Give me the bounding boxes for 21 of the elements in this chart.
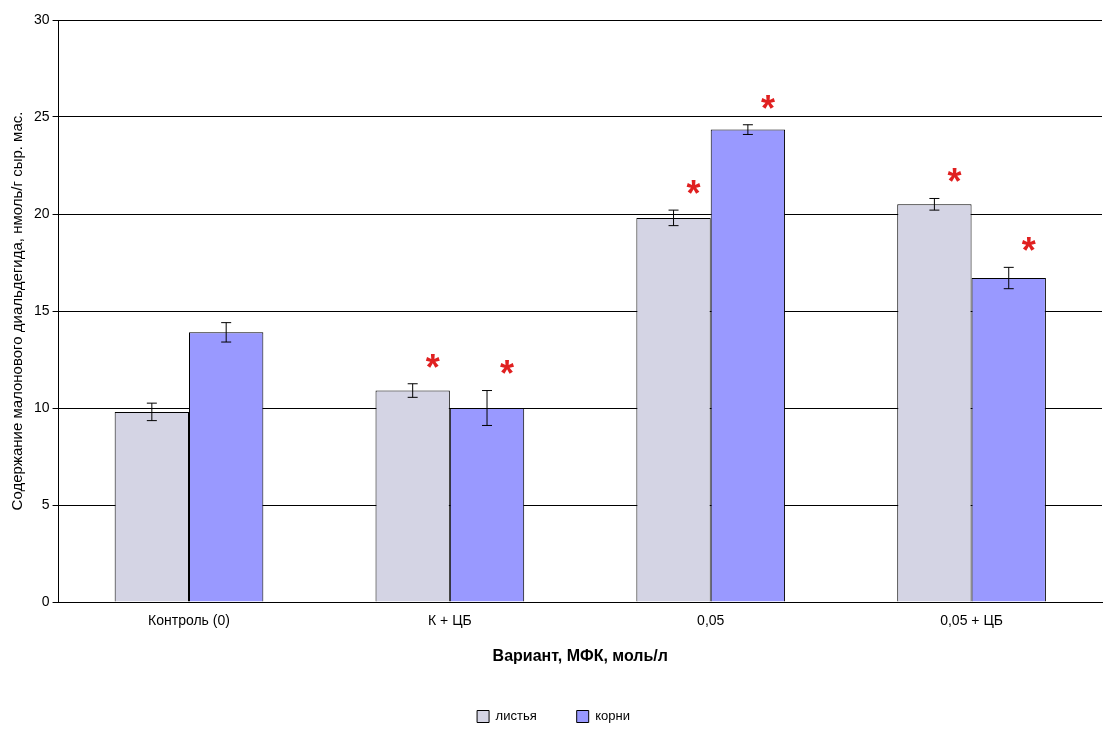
annotation: *: [760, 87, 775, 129]
y-tick-label: 25: [33, 107, 50, 124]
y-tick-label: 10: [33, 398, 50, 415]
y-tick-label: 0: [41, 592, 50, 609]
y-tick-label: 15: [33, 301, 50, 318]
y-tick-label: 20: [33, 204, 50, 221]
legend-label: листья: [495, 708, 537, 724]
annotation: *: [425, 346, 440, 388]
x-tick-label: К + ЦБ: [428, 612, 472, 629]
x-tick-label: Контроль (0): [148, 612, 230, 629]
annotation: *: [686, 173, 701, 215]
x-tick-label: 0,05: [697, 612, 725, 629]
annotation: *: [500, 353, 515, 395]
y-tick-label: 30: [33, 10, 50, 27]
annotation: *: [1021, 230, 1036, 272]
x-axis-title: Вариант, МФК, моль/л: [492, 646, 668, 664]
y-tick-label: 5: [41, 495, 50, 512]
x-tick-label: 0,05 + ЦБ: [940, 612, 1003, 629]
annotation: *: [947, 161, 962, 203]
legend-label: корни: [595, 708, 630, 724]
y-axis-title: Содержание малонового диальдегида, нмоль/г сыр. мас.: [8, 111, 26, 511]
